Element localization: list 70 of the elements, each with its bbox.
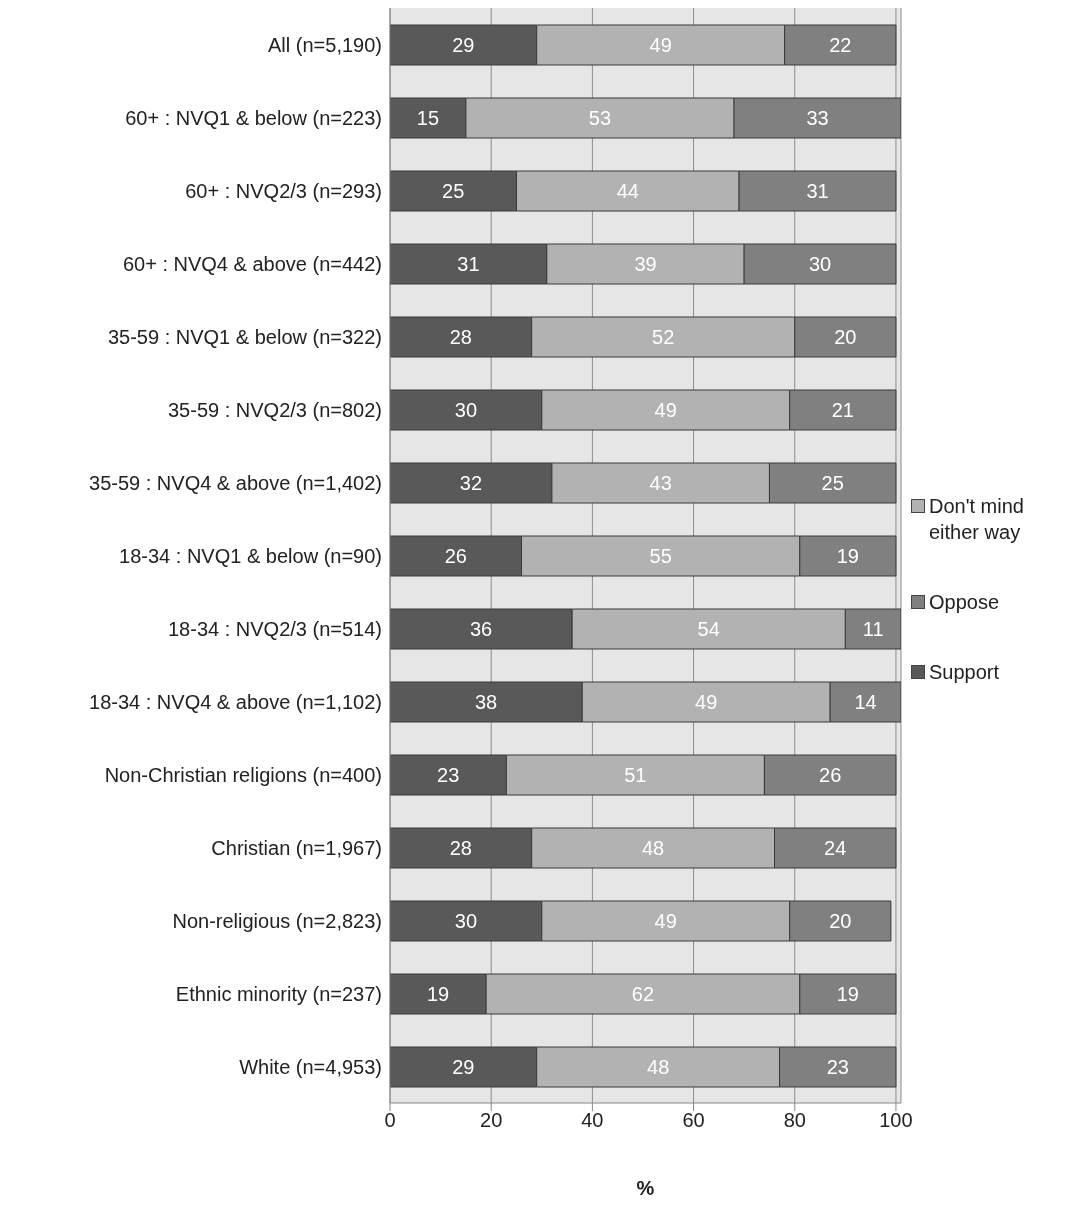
data-label: 25: [821, 472, 844, 495]
data-label: 19: [836, 545, 859, 568]
y-tick-label: 60+ : NVQ4 & above (n=442): [122, 252, 382, 275]
data-label: 49: [649, 34, 672, 57]
y-tick-label: 18-34 : NVQ2/3 (n=514): [167, 617, 382, 640]
data-label: 22: [829, 34, 852, 57]
data-label: 44: [616, 180, 639, 203]
data-label: 49: [654, 399, 677, 422]
data-label: 28: [449, 326, 472, 349]
data-label: 29: [452, 1056, 475, 1079]
data-label: 29: [452, 34, 475, 57]
y-tick-label: All (n=5,190): [268, 33, 382, 56]
x-tick-label: 20: [480, 1109, 503, 1132]
x-tick-label: 80: [783, 1109, 806, 1132]
data-label: 32: [459, 472, 483, 495]
data-label: 24: [824, 837, 847, 860]
data-label: 36: [469, 618, 493, 641]
legend-label: Support: [929, 659, 1000, 685]
data-label: 11: [862, 618, 884, 641]
data-label: 48: [641, 837, 665, 860]
y-tick-label: 35-59 : NVQ1 & below (n=322): [107, 325, 382, 348]
data-label: 33: [806, 107, 829, 130]
y-tick-label: Non-religious (n=2,823): [172, 909, 382, 932]
x-tick-label: 60: [682, 1109, 705, 1132]
data-label: 48: [647, 1056, 670, 1079]
y-tick-label: White (n=4,953): [239, 1055, 382, 1078]
y-tick-label: Non-Christian religions (n=400): [104, 763, 382, 786]
legend-label: Oppose: [929, 589, 1000, 615]
data-label: 19: [836, 983, 859, 1006]
x-axis-title: %: [636, 1177, 655, 1199]
data-label: 52: [652, 326, 675, 349]
data-label: 23: [826, 1056, 849, 1079]
data-label: 23: [437, 764, 460, 787]
data-label: 39: [634, 253, 657, 276]
legend-label: Don't mind either way: [929, 493, 1025, 545]
y-tick-label: 18-34 : NVQ4 & above (n=1,102): [89, 690, 382, 713]
data-label: 19: [426, 983, 450, 1006]
data-label: 30: [808, 253, 832, 276]
data-label: 54: [697, 618, 720, 641]
data-label: 31: [457, 253, 480, 276]
data-label: 38: [475, 691, 498, 714]
data-label: 49: [654, 910, 677, 933]
data-label: 30: [454, 399, 478, 422]
data-label: 20: [834, 326, 857, 349]
y-tick-label: 60+ : NVQ2/3 (n=293): [185, 179, 382, 202]
data-label: 26: [819, 764, 842, 787]
data-label: 55: [649, 545, 672, 568]
data-label: 53: [588, 107, 612, 130]
data-label: 51: [624, 764, 647, 787]
data-label: 28: [449, 837, 472, 860]
data-label: 31: [806, 180, 829, 203]
data-label: 14: [854, 691, 877, 714]
data-label: 25: [442, 180, 465, 203]
data-label: 62: [631, 983, 655, 1006]
y-tick-label: Ethnic minority (n=237): [175, 982, 382, 1005]
x-tick-label: 40: [581, 1109, 604, 1132]
data-label: 43: [649, 472, 672, 495]
x-tick-label: 100: [879, 1109, 913, 1132]
data-label: 15: [416, 107, 440, 130]
data-label: 20: [829, 910, 852, 933]
data-label: 26: [444, 545, 467, 568]
y-tick-label: 35-59 : NVQ2/3 (n=802): [167, 398, 382, 421]
y-tick-label: 35-59 : NVQ4 & above (n=1,402): [89, 471, 382, 494]
data-label: 21: [831, 399, 854, 422]
data-label: 30: [454, 910, 478, 933]
data-label: 49: [695, 691, 718, 714]
y-tick-label: 60+ : NVQ1 & below (n=223): [125, 106, 382, 129]
y-tick-label: 18-34 : NVQ1 & below (n=90): [119, 544, 382, 567]
x-tick-label: 0: [384, 1109, 396, 1132]
y-tick-label: Christian (n=1,967): [211, 836, 382, 859]
